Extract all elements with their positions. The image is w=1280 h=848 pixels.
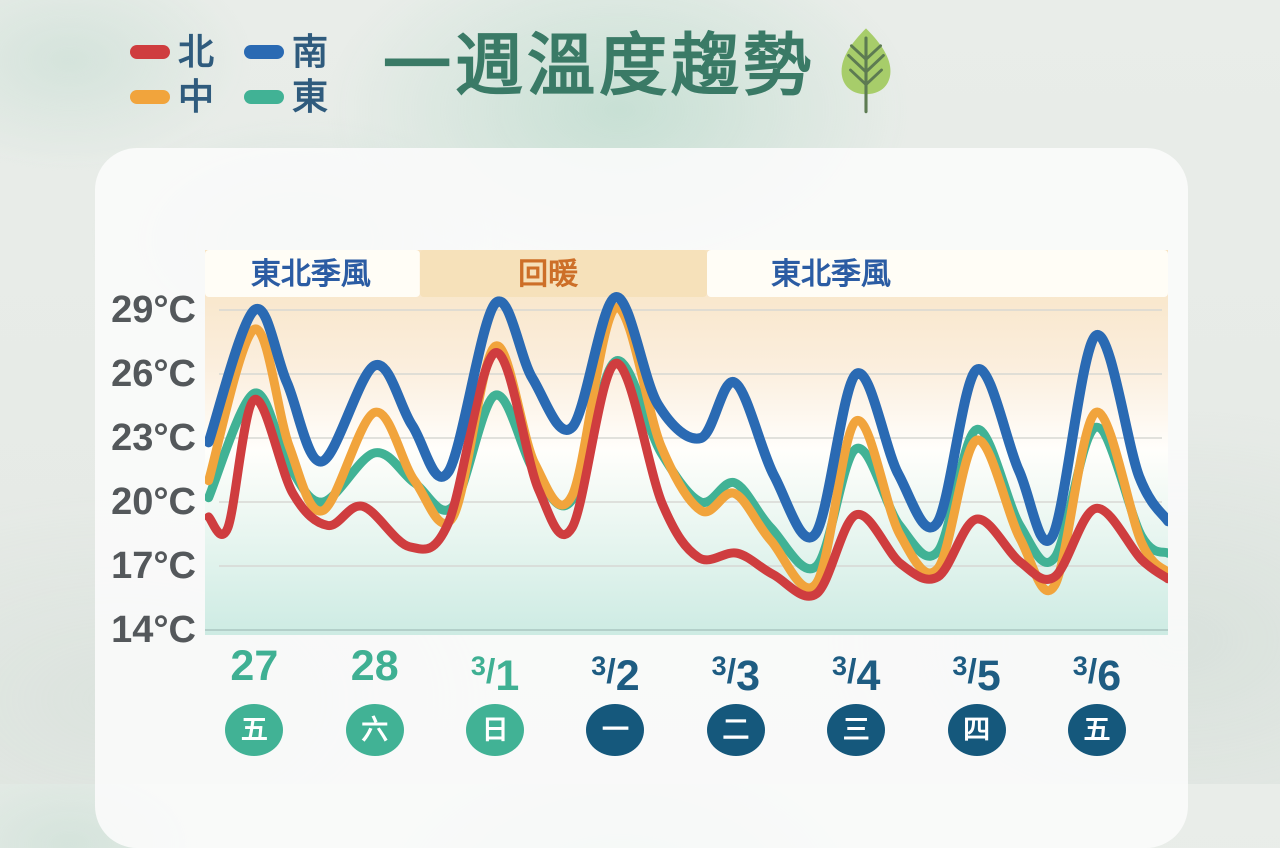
page-header: 北 南 中 東 一週溫度趨勢 xyxy=(0,20,1280,140)
legend-item-central: 中 xyxy=(130,79,214,115)
date-label-3-1: 3/1 xyxy=(471,638,519,714)
date-day: 2 xyxy=(615,652,640,700)
legend-label-central: 中 xyxy=(178,76,215,117)
chart-legend: 北 南 中 東 xyxy=(130,34,328,115)
date-slash: / xyxy=(726,653,737,691)
weekday-badge-五: 五 xyxy=(1067,704,1126,756)
date-slash: / xyxy=(485,653,496,691)
page-title: 一週溫度趨勢 xyxy=(382,28,815,104)
date-day: 27 xyxy=(230,642,279,690)
date-month: 3 xyxy=(470,651,486,681)
title-row: 一週溫度趨勢 xyxy=(0,20,1280,114)
date-label-27: 27 xyxy=(230,638,278,704)
date-label-3-6: 3/6 xyxy=(1073,638,1121,714)
central-line-swatch xyxy=(130,90,170,104)
banner-label-monsoon: 東北季風 xyxy=(251,258,371,291)
date-day: 3 xyxy=(736,652,761,700)
south-line-swatch xyxy=(244,45,285,59)
temp-line-south xyxy=(205,292,1168,546)
date-label-3-4: 3/4 xyxy=(832,638,880,714)
date-month: 3 xyxy=(952,651,968,681)
legend-item-east: 東 xyxy=(244,79,328,115)
temp-line-north xyxy=(205,348,1168,601)
temperature-chart: 東北季風 回暖 東北季風 xyxy=(205,250,1168,635)
legend-label-east: 東 xyxy=(292,76,329,117)
date-day: 28 xyxy=(350,642,399,690)
y-axis-label-23c: 23°C xyxy=(111,417,196,459)
date-label-3-3: 3/3 xyxy=(712,638,760,714)
temp-line-east xyxy=(205,356,1168,574)
banner-band-warm xyxy=(419,250,707,297)
weekday-badge-二: 二 xyxy=(706,704,765,756)
east-line-swatch xyxy=(244,90,285,104)
date-label-3-5: 3/5 xyxy=(952,638,1000,714)
weekday-badge-五: 五 xyxy=(225,704,284,756)
weekday-badge-六: 六 xyxy=(345,704,404,756)
north-line-swatch xyxy=(130,45,170,59)
weekday-badge-日: 日 xyxy=(466,704,525,756)
date-month: 3 xyxy=(591,651,607,681)
banner-band-monsoon xyxy=(205,250,420,297)
y-axis-label-20c: 20°C xyxy=(111,481,196,523)
temp-line-central xyxy=(205,303,1168,596)
banner-band-monsoon xyxy=(707,250,1168,297)
date-day: 6 xyxy=(1097,652,1122,700)
chart-card: 29°C 26°C 23°C 20°C 17°C 14°C 東北季風 回暖 東北季風 27 28… xyxy=(95,148,1188,848)
legend-label-north: 北 xyxy=(178,31,215,72)
date-month: 3 xyxy=(711,651,727,681)
date-label-3-2: 3/2 xyxy=(591,638,639,714)
weekday-badge-四: 四 xyxy=(947,704,1006,756)
banner-label-monsoon: 東北季風 xyxy=(771,258,891,291)
date-slash: / xyxy=(1087,653,1098,691)
legend-label-south: 南 xyxy=(292,31,329,72)
leaf-icon xyxy=(841,28,891,114)
y-axis-label-29c: 29°C xyxy=(111,289,196,331)
weekday-badge-一: 一 xyxy=(586,704,645,756)
date-day: 1 xyxy=(495,652,520,700)
y-axis-label-17c: 17°C xyxy=(111,545,196,587)
date-label-28: 28 xyxy=(351,638,399,704)
banner-label-warm: 回暖 xyxy=(518,258,579,291)
date-slash: / xyxy=(967,653,977,691)
weekday-badge-三: 三 xyxy=(827,704,886,756)
date-month: 3 xyxy=(1072,651,1088,681)
date-slash: / xyxy=(606,653,616,691)
date-month: 3 xyxy=(832,651,848,681)
date-slash: / xyxy=(847,653,857,691)
date-day: 4 xyxy=(856,652,881,700)
legend-item-north: 北 xyxy=(130,34,214,70)
legend-item-south: 南 xyxy=(244,34,328,70)
plot-background xyxy=(205,250,1168,635)
date-day: 5 xyxy=(976,652,1001,700)
y-axis-label-14c: 14°C xyxy=(111,609,196,651)
y-axis-label-26c: 26°C xyxy=(111,353,196,395)
